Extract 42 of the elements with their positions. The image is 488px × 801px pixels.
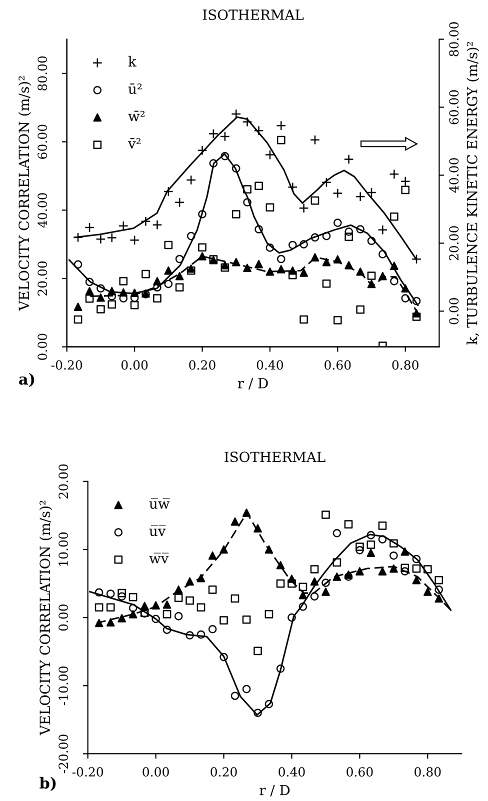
x-tick-label: 0.60	[324, 360, 351, 370]
y-tick-label: 20.00	[38, 261, 48, 296]
x-tick-label: 0.80	[392, 360, 418, 370]
x-tick-label: 0.00	[142, 767, 169, 777]
y-tick-label: -20.00	[58, 734, 68, 774]
x-tick-label: 0.80	[414, 767, 441, 777]
x-tick-label: 0.00	[121, 360, 148, 370]
y-tick-label: 60.00	[38, 124, 48, 159]
x-tick-label: 0.20	[189, 360, 216, 370]
x-tick-label: -0.20	[72, 767, 104, 777]
y-tick-label: -10.00	[58, 666, 68, 706]
x-axis-title: r / D	[260, 785, 290, 796]
legend-label: v̄²	[128, 138, 141, 148]
legend-label: u̅v̅	[149, 525, 166, 536]
legend-label: ū²	[128, 83, 142, 94]
y-tick-label: 10.00	[58, 532, 68, 566]
text: b)	[40, 776, 56, 791]
y2-tick-label: 0.00	[449, 298, 459, 324]
y2-tick-label: 60.00	[449, 90, 459, 124]
y-axis-title: VELOCITY CORRELATION (m/s)²	[39, 500, 52, 736]
legend-label: k	[128, 56, 136, 66]
x-axis-title: r / D	[238, 378, 268, 390]
y2-tick-label: 20.00	[449, 226, 459, 260]
x-tick-label: 0.20	[210, 767, 237, 777]
y-tick-label: 40.00	[38, 193, 48, 228]
y-tick-label: 80.00	[38, 56, 48, 90]
chart-title: ISOTHERMAL	[224, 452, 326, 462]
y2-tick-label: 40.00	[449, 158, 459, 193]
x-tick-label: 0.40	[278, 767, 305, 777]
y-axis-title: VELOCITY CORRELATION (m/s)²	[18, 76, 32, 311]
y2-axis-title: k, TURBULENCE KINETIC ENERGY (m/s)²	[466, 42, 480, 345]
x-tick-label: 0.60	[346, 767, 373, 777]
legend-label: u̅w̅	[149, 498, 170, 509]
y-tick-label: 0.00	[58, 604, 68, 631]
y-tick-label: 20.00	[58, 464, 68, 498]
y2-tick-label: 80.00	[449, 22, 459, 56]
x-tick-label: 0.40	[256, 360, 284, 370]
x-tick-label: -0.20	[51, 360, 82, 370]
legend-label: w̄²	[128, 110, 145, 122]
text: a)	[19, 372, 34, 387]
chart-title: ISOTHERMAL	[202, 9, 304, 20]
legend-label: w̅v̅	[149, 552, 169, 564]
